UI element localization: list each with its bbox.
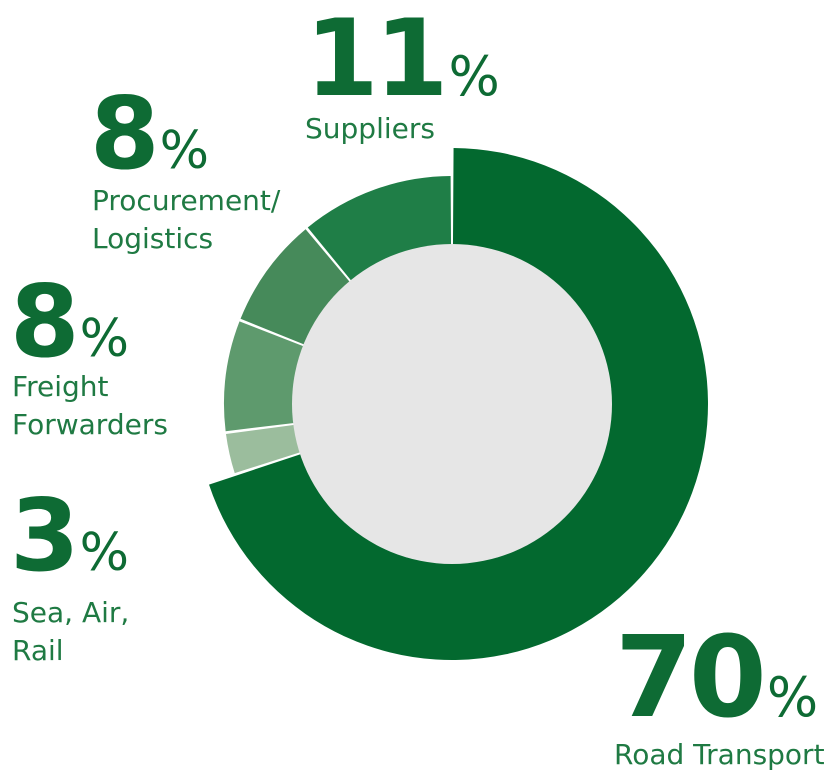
unit-procurement: %: [159, 121, 210, 181]
donut-slice-road-transport: [209, 148, 708, 661]
name-suppliers: Suppliers: [305, 112, 435, 145]
unit-sea-air-rail: %: [79, 523, 130, 583]
unit-suppliers: %: [448, 45, 500, 108]
name-freight: Freight Forwarders: [12, 370, 168, 441]
label-suppliers: 11%: [305, 6, 500, 112]
label-road-transport: 70%: [615, 622, 818, 734]
label-procurement: 8%: [90, 84, 209, 184]
donut-slice-sea-air-rail: [225, 424, 302, 474]
value-road-transport: 70: [615, 613, 767, 743]
unit-freight: %: [79, 309, 130, 369]
label-freight: 8%: [10, 272, 129, 372]
donut-center: [292, 244, 612, 564]
value-suppliers: 11: [305, 0, 449, 120]
donut-slice-procurement-logistics: [240, 229, 351, 345]
name-road-transport: Road Transport: [614, 738, 825, 771]
label-sea-air-rail: 3%: [10, 486, 129, 586]
name-procurement: Procurement/ Logistics: [92, 184, 281, 255]
value-procurement: 8: [90, 75, 160, 192]
name-sea-air-rail: Sea, Air, Rail: [12, 596, 130, 667]
donut-slices: [209, 148, 708, 661]
donut-slice-freight-forwarders: [224, 321, 305, 432]
value-sea-air-rail: 3: [10, 477, 80, 594]
donut-slice-suppliers: [307, 176, 452, 282]
unit-road-transport: %: [766, 666, 819, 729]
value-freight: 8: [10, 263, 80, 380]
